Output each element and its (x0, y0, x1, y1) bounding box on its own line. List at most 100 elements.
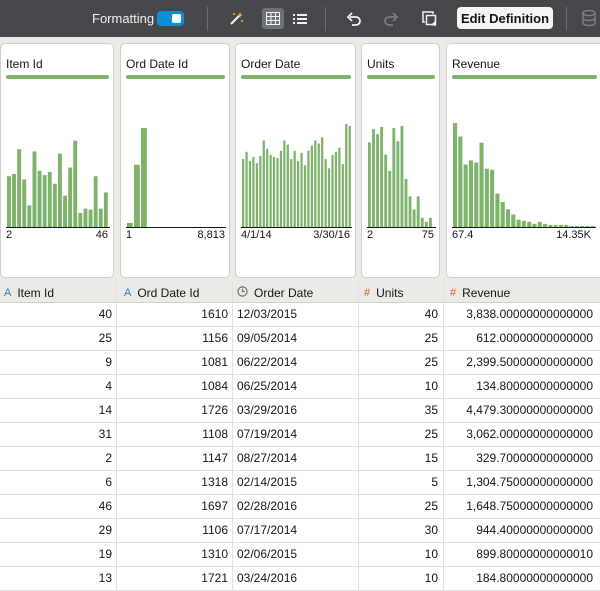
histogram-bar[interactable] (310, 145, 313, 227)
cell-order-date[interactable]: 03/24/2016 (237, 571, 298, 585)
histogram-bar[interactable] (303, 165, 307, 227)
cell-revenue[interactable]: 3,062.00000000000000 (466, 427, 593, 441)
histogram-bar[interactable] (252, 156, 255, 227)
histogram-bar[interactable] (279, 150, 283, 227)
cell-order-date[interactable]: 02/14/2015 (237, 475, 298, 489)
undo-icon[interactable] (343, 8, 365, 29)
histogram-bar[interactable] (324, 159, 327, 227)
cell-revenue[interactable]: 612.00000000000000 (476, 331, 593, 345)
cell-item-id[interactable]: 2 (105, 451, 112, 465)
table-row[interactable]: 40 1610 12/03/2015 40 3,838.000000000000… (0, 303, 600, 327)
histogram-bar[interactable] (327, 168, 331, 227)
histogram-bar[interactable] (372, 129, 375, 227)
table-row[interactable]: 14 1726 03/29/2016 35 4,479.300000000000… (0, 399, 600, 423)
cell-units[interactable]: 40 (424, 307, 438, 321)
histogram-bar[interactable] (484, 168, 489, 227)
histogram-bar[interactable] (400, 126, 404, 227)
cell-item-id[interactable]: 40 (98, 307, 112, 321)
histogram-bar[interactable] (73, 140, 78, 227)
histogram-bar[interactable] (32, 151, 37, 227)
cell-order-date[interactable]: 03/29/2016 (237, 403, 298, 417)
cell-order-date[interactable]: 02/28/2016 (237, 499, 298, 513)
cell-item-id[interactable]: 46 (98, 499, 112, 513)
cell-units[interactable]: 30 (424, 523, 438, 537)
histogram-bar[interactable] (276, 157, 279, 227)
histogram-bar[interactable] (341, 164, 344, 227)
histogram-bar[interactable] (505, 209, 511, 227)
histogram-bar[interactable] (516, 219, 521, 227)
cell-revenue[interactable]: 1,304.75000000000000 (466, 475, 593, 489)
cell-order-date[interactable]: 07/17/2014 (237, 523, 298, 537)
cell-order-date[interactable]: 02/06/2015 (237, 547, 298, 561)
cell-ord-date-id[interactable]: 1721 (201, 571, 228, 585)
histogram-bar[interactable] (380, 127, 384, 227)
histogram-bar[interactable] (527, 221, 532, 227)
cell-ord-date-id[interactable]: 1084 (201, 379, 228, 393)
histogram-bar[interactable] (27, 205, 32, 227)
table-row[interactable]: 46 1697 02/28/2016 25 1,648.750000000000… (0, 495, 600, 519)
histogram-bar[interactable] (428, 217, 432, 227)
histogram-bar[interactable] (88, 209, 93, 227)
cell-item-id[interactable]: 4 (105, 379, 112, 393)
cell-units[interactable]: 25 (424, 331, 438, 345)
cell-ord-date-id[interactable]: 1726 (201, 403, 228, 417)
cell-units[interactable]: 5 (431, 475, 438, 489)
cell-item-id[interactable]: 13 (98, 571, 112, 585)
cell-units[interactable]: 10 (424, 379, 438, 393)
histogram-bar[interactable] (259, 155, 262, 227)
histogram-bar[interactable] (52, 183, 57, 227)
histogram-bar[interactable] (7, 176, 11, 227)
histogram-bar[interactable] (266, 148, 269, 227)
histogram-bar[interactable] (420, 217, 424, 227)
histogram-bar[interactable] (564, 224, 569, 227)
magic-wand-icon[interactable] (225, 8, 247, 29)
histogram-bar[interactable] (388, 170, 392, 227)
histogram-bar[interactable] (511, 214, 516, 227)
cell-order-date[interactable]: 12/03/2015 (237, 307, 298, 321)
column-header-item-id[interactable]: A Item Id (4, 283, 54, 303)
table-row[interactable]: 2 1147 08/27/2014 15 329.70000000000000 (0, 447, 600, 471)
histogram-bar[interactable] (63, 195, 67, 227)
histogram-bar[interactable] (300, 152, 303, 227)
histogram-bar[interactable] (290, 159, 293, 227)
cell-item-id[interactable]: 31 (98, 427, 112, 441)
histogram-bar[interactable] (42, 175, 47, 227)
histogram-bar[interactable] (321, 137, 324, 227)
cell-revenue[interactable]: 1,648.75000000000000 (466, 499, 593, 513)
histogram-bar[interactable] (392, 128, 396, 227)
histogram-bar[interactable] (424, 221, 428, 227)
histogram-bar[interactable] (297, 161, 300, 227)
histogram-bar[interactable] (490, 169, 495, 227)
histogram-bar[interactable] (58, 153, 62, 227)
histogram-bar[interactable] (134, 164, 140, 227)
cell-ord-date-id[interactable]: 1108 (202, 427, 228, 441)
histogram-bar[interactable] (537, 221, 542, 227)
histogram-bar[interactable] (314, 140, 317, 227)
cell-order-date[interactable]: 09/05/2014 (237, 331, 298, 345)
cell-units[interactable]: 25 (424, 499, 438, 513)
histogram-bar[interactable] (248, 161, 252, 227)
profile-card-ord-date-id[interactable]: Ord Date Id 1 8,813 (120, 43, 230, 278)
formatting-toggle[interactable] (157, 11, 184, 26)
column-header-order-date[interactable]: Order Date (237, 283, 313, 303)
histogram-bar[interactable] (495, 193, 500, 227)
histogram-bar[interactable] (558, 224, 564, 227)
cell-ord-date-id[interactable]: 1610 (201, 307, 228, 321)
cell-units[interactable]: 25 (424, 427, 438, 441)
table-row[interactable]: 13 1721 03/24/2016 10 184.80000000000000 (0, 567, 600, 591)
histogram-bar[interactable] (103, 192, 108, 227)
histogram-bar[interactable] (548, 224, 553, 227)
histogram-bar[interactable] (83, 208, 88, 227)
histogram-bar[interactable] (293, 150, 296, 227)
histogram-bar[interactable] (345, 124, 348, 227)
histogram-bar[interactable] (334, 151, 338, 227)
histogram-bar[interactable] (331, 154, 334, 227)
column-header-revenue[interactable]: # Revenue (450, 283, 510, 303)
histogram-bar[interactable] (404, 179, 408, 227)
table-row[interactable]: 31 1108 07/19/2014 25 3,062.000000000000… (0, 423, 600, 447)
cell-revenue[interactable]: 329.70000000000000 (476, 451, 593, 465)
histogram-bar[interactable] (453, 123, 458, 227)
cell-order-date[interactable]: 08/27/2014 (237, 451, 298, 465)
histogram-bar[interactable] (98, 208, 103, 227)
histogram-bar[interactable] (412, 209, 416, 227)
